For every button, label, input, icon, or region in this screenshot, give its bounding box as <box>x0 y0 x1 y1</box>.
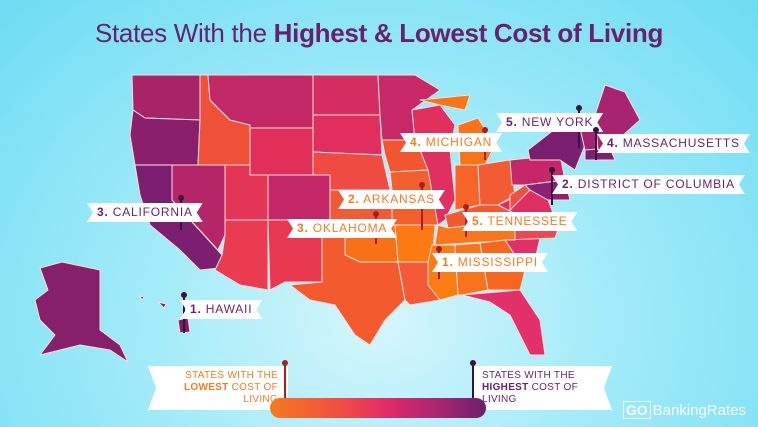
state-name: MISSISSIPPI <box>457 255 538 269</box>
label-michigan: 4. MICHIGAN <box>400 133 502 152</box>
legend-highest-rest: COST OF LIVING <box>482 382 579 405</box>
rank: 2. <box>562 177 574 191</box>
legend-highest-bold: HIGHEST <box>482 382 529 393</box>
label-dc: 2. DISTRICT OF COLUMBIA <box>552 175 745 194</box>
legend-highest-line1: STATES WITH THE <box>482 370 575 381</box>
label-mississippi: 1. MISSISSIPPI <box>432 253 548 272</box>
brand-name: BankingRates <box>652 401 746 419</box>
state-alaska <box>34 261 129 363</box>
label-tennessee: 5. TENNESSEE <box>462 212 577 231</box>
state-name: MICHIGAN <box>425 135 493 149</box>
legend-lowest-bold: LOWEST <box>183 382 229 393</box>
label-massachusetts: 4. MASSACHUSETTS <box>597 134 750 153</box>
label-arkansas: 2. ARKANSAS <box>338 190 445 209</box>
state-name: MASSACHUSETTS <box>622 136 740 150</box>
brand-logo: GO BankingRates <box>622 401 746 419</box>
legend-lowest-rest: COST OF LIVING <box>228 382 278 405</box>
state-wyoming <box>249 127 314 176</box>
state-name: DISTRICT OF COLUMBIA <box>577 177 735 191</box>
state-washington <box>131 74 201 121</box>
page-title: States With the Highest & Lowest Cost of… <box>0 18 758 49</box>
label-new-york: 5. NEW YORK <box>496 113 603 132</box>
rank: 4. <box>410 135 422 149</box>
rank: 1. <box>442 255 454 269</box>
pin-dc <box>549 167 555 205</box>
pin-massachusetts <box>593 127 599 160</box>
label-oklahoma: 3. OKLAHOMA <box>287 219 397 238</box>
state-texas <box>289 227 406 346</box>
legend-pin-lowest <box>282 360 288 408</box>
title-bold: Highest & Lowest Cost of Living <box>273 18 664 48</box>
state-ohio <box>477 159 516 206</box>
state-name: OKLAHOMA <box>312 221 388 235</box>
state-name: ARKANSAS <box>363 192 435 206</box>
legend-lowest-line1: STATES WITH THE <box>185 370 278 381</box>
pin-tennessee <box>463 204 469 237</box>
legend-highest: STATES WITH THE HIGHEST COST OF LIVING <box>472 366 612 410</box>
rank: 3. <box>97 205 109 219</box>
state-south-dakota <box>312 114 383 156</box>
legend-pin-highest <box>470 360 476 408</box>
color-scale-bar <box>270 398 486 418</box>
state-colorado <box>267 174 331 221</box>
label-hawaii: 1. HAWAII <box>180 300 262 319</box>
brand-go: GO <box>622 401 651 419</box>
state-name: HAWAII <box>205 302 253 316</box>
state-maine <box>594 84 641 151</box>
state-name: NEW YORK <box>521 115 594 129</box>
rank: 3. <box>297 221 309 235</box>
rank: 2. <box>348 192 360 206</box>
state-indiana <box>454 164 481 211</box>
state-name: CALIFORNIA <box>112 205 193 219</box>
legend-lowest: STATES WITH THE LOWEST COST OF LIVING <box>148 366 288 410</box>
rank: 4. <box>607 136 619 150</box>
label-california: 3. CALIFORNIA <box>87 203 203 222</box>
rank: 1. <box>190 302 202 316</box>
state-name: TENNESSEE <box>487 214 568 228</box>
title-regular: States With the <box>94 18 274 48</box>
rank: 5. <box>506 115 518 129</box>
state-north-dakota <box>312 74 381 116</box>
rank: 5. <box>472 214 484 228</box>
state-florida <box>461 289 546 356</box>
